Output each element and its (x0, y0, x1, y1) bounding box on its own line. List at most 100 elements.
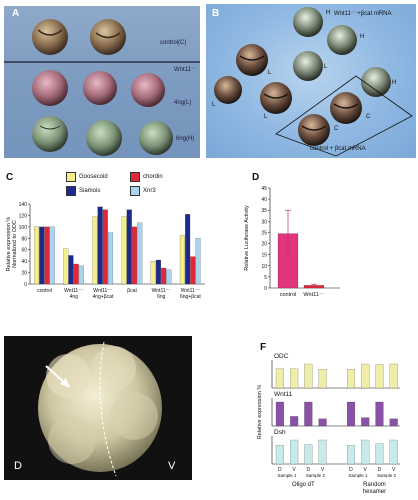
label-wnt11: Wnt11⁻⁻ (174, 67, 198, 73)
chart-f-series-label-odc: ODC (274, 353, 289, 360)
legend-goosecoid: Goosecoid (66, 172, 108, 182)
embryo-label-l4: L (324, 64, 328, 70)
chart-f-series-label-wnt11: Wnt11 (274, 391, 293, 398)
embryo-6ng-2 (86, 120, 122, 156)
chart-c-category-label: control (37, 288, 52, 294)
chart-f-group-label: Sample 1 (349, 473, 369, 478)
legend-chordin: chordin (130, 172, 163, 182)
chart-f-bar-wnt11-7 (389, 418, 398, 427)
chart-f-bar-label: D (306, 467, 310, 473)
chart-f-bar-label: D (278, 467, 282, 473)
legend-siamois: Siamois (66, 186, 100, 196)
chart-f-bar-wnt11-1 (290, 416, 299, 427)
chart-c: 0 20 40 60 80 100 120 140 Relative expression %N… (6, 202, 205, 300)
label-b-top: Wnt11⁻⁻+βcat mRNA (334, 11, 392, 17)
chart-f-xlabel-right: Random hexamer (363, 482, 386, 495)
chart-c-bar-xnr3-5 (195, 238, 201, 285)
chart-d-ytick-label: 0 (264, 286, 267, 292)
embryo-6ng-3 (139, 121, 173, 155)
chart-c-bar-goosecoid-4 (150, 261, 156, 285)
chart-c-bar-siamois-1 (68, 255, 74, 285)
chart-f-bar-odc-4 (347, 369, 356, 389)
chart-c-bar-siamois-5 (185, 214, 191, 285)
chart-c-ytick-label: 120 (19, 213, 28, 219)
embryo-label-l1: L (268, 70, 272, 76)
chart-f-bar-dsh-7 (389, 439, 398, 465)
chart-f-bar-label: D (378, 467, 382, 473)
chart-f-bar-dsh-1 (290, 439, 299, 465)
chart-c-bar-goosecoid-2 (92, 216, 98, 285)
chart-f-bar-dsh-0 (275, 445, 284, 465)
chart-c-ytick-label: 100 (19, 225, 28, 231)
embryo-label-h3: H (392, 80, 397, 86)
chart-f-bar-odc-2 (304, 363, 313, 389)
embryo-4ng-3 (131, 73, 165, 107)
chart-d-category-label: control (280, 292, 297, 298)
legend-swatch-chordin (130, 172, 140, 182)
chart-d-ytick-label: 20 (261, 242, 267, 248)
chart-c-category-label: Wnt11⁻⁻ 4ng (64, 288, 84, 300)
embryo-label-h2: H (360, 34, 365, 40)
chart-c-ytick-label: 80 (21, 236, 27, 242)
chart-c-ytick-label: 60 (21, 248, 27, 254)
panel-letter-a: A (12, 8, 20, 19)
chart-d-ytick-label: 10 (261, 264, 267, 270)
chart-f-series-label-dsh: Dsh (274, 429, 286, 436)
panel-letter-b: B (212, 8, 220, 19)
chart-f-bar-odc-3 (318, 369, 327, 389)
chart-c-ytick-label: 40 (21, 259, 27, 265)
embryo-control-1 (32, 19, 68, 55)
chart-d-ytick-label: 45 (261, 186, 267, 192)
chart-f-bar-dsh-2 (304, 444, 313, 465)
chart-c-bar-siamois-3 (126, 209, 132, 285)
panel-letter-f: F (260, 342, 267, 353)
legend-xnr3: Xnr3 (130, 186, 156, 196)
chart-c-bar-xnr3-3 (137, 222, 143, 285)
chart-d: 0 5 10 15 20 25 30 35 40 45 Relative Luciferase Ac… (244, 186, 340, 298)
chart-d-ytick-label: 35 (261, 208, 267, 214)
chart-c-ytick-label: 20 (21, 271, 27, 277)
label-6ng: 6ng(H) (176, 136, 195, 142)
chart-f-bar-dsh-3 (318, 439, 327, 465)
chart-c-bar-siamois-4 (155, 259, 161, 285)
panel-a-embryos (4, 19, 200, 156)
embryo-label-l2: L (212, 102, 216, 108)
panel-letter-e: E (8, 338, 15, 349)
chart-d-ytick-label: 5 (264, 275, 267, 281)
chart-c-category-label: Wnt11⁻⁻ 6ng+βcat (180, 288, 201, 300)
chart-f-bar-odc-0 (275, 368, 284, 389)
chart-c-bar-siamois-0 (39, 226, 45, 285)
panel-letter-c: C (6, 172, 14, 183)
chart-c-bar-goosecoid-3 (121, 216, 127, 285)
chart-f-bar-dsh-4 (347, 445, 356, 465)
chart-c-bar-xnr3-2 (108, 232, 114, 285)
panel-a-photo: control(C) Wnt11⁻⁻ 4ng(L) 6ng(H) (4, 6, 200, 158)
embryo-label-l3: L (264, 114, 268, 120)
embryo-label-c2: C (366, 114, 371, 120)
chart-c-bar-chordin-4 (161, 267, 167, 285)
chart-c-bar-chordin-0 (44, 226, 50, 285)
chart-f-bar-label: D (349, 467, 353, 473)
embryo-4ng-1 (32, 70, 68, 106)
legend-label-goosecoid: Goosecoid (79, 174, 108, 180)
panel-b-photo: Wnt11⁻⁻+βcat mRNA control + βcat mRNA H … (206, 4, 416, 158)
chart-c-bar-xnr3-0 (49, 226, 55, 285)
legend-swatch-xnr3 (130, 186, 140, 196)
chart-f-bar-label: V (392, 467, 396, 473)
panel-letter-d: D (252, 172, 260, 183)
chart-c-category-label: βcat (127, 288, 137, 294)
label-e-v: V (168, 460, 176, 472)
embryo-6ng-1 (32, 116, 68, 152)
chart-f-bar-odc-1 (290, 368, 299, 389)
legend-swatch-goosecoid (66, 172, 76, 182)
chart-c-bar-xnr3-4 (166, 269, 172, 285)
label-e-d: D (14, 460, 22, 472)
embryo-label-h1: H (326, 10, 331, 16)
chart-d-ytick-label: 25 (261, 230, 267, 236)
chart-c-bar-xnr3-1 (78, 265, 84, 285)
chart-c-ytick-label: 0 (24, 282, 27, 288)
chart-f-xlabel-left: Oligo dT (292, 482, 315, 488)
chart-f-bar-wnt11-3 (318, 418, 327, 427)
panel-e-photo: D V (4, 336, 192, 480)
chart-f-group-label: Sample 2 (306, 473, 326, 478)
